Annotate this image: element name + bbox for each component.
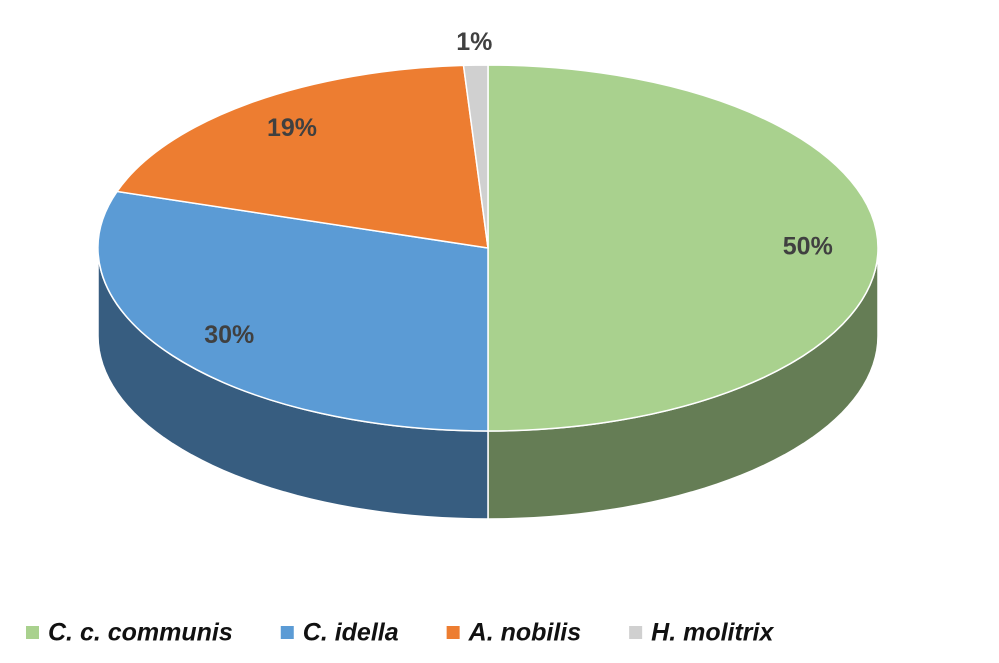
legend: C. c. communis C. idella A. nobilis H. moli… [26,619,774,647]
slice [487,64,879,432]
data-label: 19% [267,114,317,142]
legend-label: C. idella [303,619,399,647]
legend-label: C. c. communis [48,619,233,647]
data-labels: 50% 30% 19% 1% [204,28,833,349]
legend-swatch [629,626,643,639]
data-label: 30% [204,321,254,349]
slice [115,64,489,249]
legend-swatch [280,626,294,639]
pie-tops [97,64,879,432]
legend-swatch [446,626,460,639]
legend-label: H. molitrix [651,619,774,647]
slice [97,190,489,432]
data-label: 50% [783,233,833,261]
data-label: 1% [456,28,492,56]
legend-swatch [26,626,39,639]
slice [462,64,489,249]
legend-label: A. nobilis [468,619,582,647]
